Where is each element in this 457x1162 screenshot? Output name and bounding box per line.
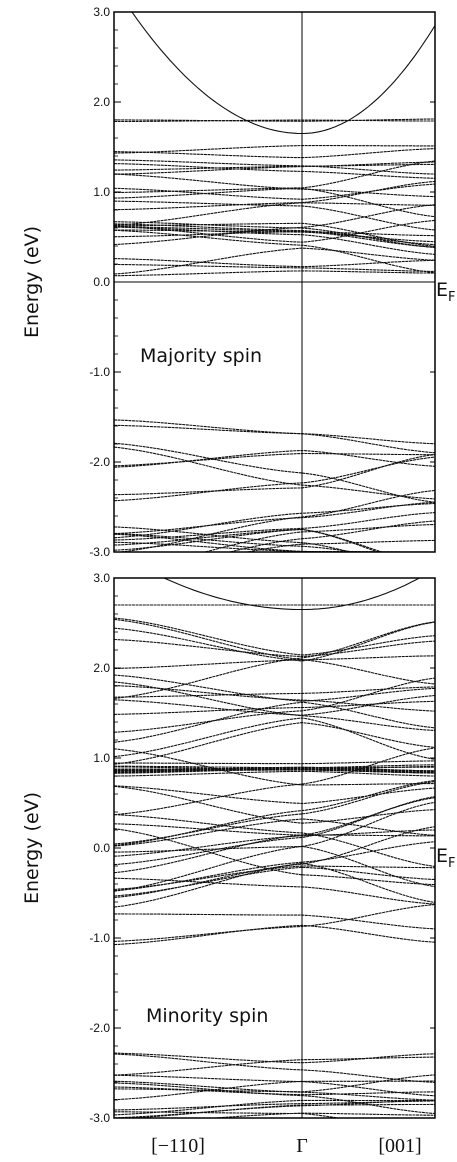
majority-y-axis-label: Energy (eV) (21, 226, 43, 338)
majority-fermi-label-main: E (436, 279, 448, 301)
majority-spin-label: Majority spin (140, 345, 262, 367)
majority-band-valence-dense (114, 541, 341, 552)
minority-spin-panel: 3.0 2.0 1.0 0.0 -1.0 -2.0 -3.0 Energy (eV) Min… (21, 571, 456, 1125)
minority-band-upper-dense (114, 621, 435, 700)
minority-y-tick-label: 2.0 (93, 661, 110, 675)
minority-band-mid-dense (114, 779, 435, 846)
majority-band-valence-top (114, 449, 435, 468)
majority-band-valence-dense (114, 533, 435, 552)
majority-y-tick-label: 1.0 (93, 185, 110, 199)
minority-band-mid-dense (114, 747, 435, 816)
minority-band-valence-top (114, 1056, 435, 1076)
minority-fermi-label-main: E (436, 845, 448, 867)
minority-spin-label: Minority spin (146, 1005, 268, 1027)
x-tick-label-gamma: Γ (296, 1135, 308, 1157)
majority-band-dense-mid (114, 229, 435, 274)
majority-band-low-flat (114, 270, 435, 277)
minority-band-valence-dense (114, 1080, 435, 1101)
majority-band-dense-mid (114, 173, 435, 198)
majority-band-valence-dense (114, 453, 435, 496)
majority-band-upper-mid (114, 145, 435, 154)
minority-band-upper-dense (114, 722, 435, 765)
minority-y-tick-label: -1.0 (89, 931, 110, 945)
minority-band-mid-dense (114, 785, 435, 805)
minority-y-axis-label: Energy (eV) (21, 792, 43, 904)
majority-band-upper-mid (114, 148, 435, 159)
x-axis: [−110] Γ [001] (151, 1135, 422, 1157)
minority-band-mid-dense (114, 818, 435, 847)
minority-fermi-label-sub: F (448, 856, 455, 871)
majority-band-lines (114, 12, 435, 552)
majority-y-tick-label: -1.0 (89, 365, 110, 379)
minority-y-tick-label: 0.0 (93, 841, 110, 855)
minority-y-axis: 3.0 2.0 1.0 0.0 -1.0 -2.0 -3.0 (89, 571, 435, 1125)
majority-fermi-label-sub: F (448, 290, 455, 305)
minority-fermi-label: EF (436, 845, 456, 871)
minority-band-mid-dense (114, 828, 435, 886)
majority-band-upper-mid (114, 161, 435, 175)
minority-band-lower-mid (114, 913, 435, 930)
majority-y-axis: 3.0 2.0 1.0 0.0 -1.0 -2.0 -3.0 (89, 5, 435, 559)
minority-y-tick-label: -2.0 (89, 1021, 110, 1035)
minority-band-valence-top (114, 1053, 435, 1083)
majority-band-valence-dense (114, 528, 380, 552)
minority-y-tick-label: 3.0 (93, 571, 110, 585)
minority-band-lines (114, 578, 435, 1118)
majority-fermi-label: EF (436, 279, 456, 305)
minority-band-upper-dense (114, 717, 435, 760)
minority-band-flat-one (114, 760, 435, 765)
minority-band-upper-dense (114, 617, 435, 656)
majority-y-tick-label: 0.0 (93, 275, 110, 289)
x-tick-label-001: [001] (378, 1135, 421, 1157)
majority-band-valence-dense (115, 489, 435, 552)
majority-band-valence-dense (114, 442, 435, 503)
x-tick-label-110: [−110] (151, 1135, 205, 1157)
minority-y-tick-label: -3.0 (89, 1111, 110, 1125)
majority-y-tick-label: -2.0 (89, 455, 110, 469)
majority-y-tick-label: 3.0 (93, 5, 110, 19)
majority-y-tick-label: -3.0 (89, 545, 110, 559)
minority-band-conduction-parabola (162, 578, 421, 611)
majority-spin-panel: 3.0 2.0 1.0 0.0 -1.0 -2.0 -3.0 Energy (eV) Maj… (21, 5, 456, 559)
minority-y-tick-label: 1.0 (93, 751, 110, 765)
minority-band-mid-dense (114, 841, 435, 892)
majority-band-valence-top (114, 424, 435, 445)
majority-band-conduction-parabola (131, 12, 435, 135)
majority-band-valence-top (114, 419, 435, 454)
minority-band-lower-mid (114, 903, 435, 942)
minority-band-upper-dense (114, 677, 435, 733)
majority-band-valence-dense (293, 551, 307, 552)
majority-y-tick-label: 2.0 (93, 95, 110, 109)
